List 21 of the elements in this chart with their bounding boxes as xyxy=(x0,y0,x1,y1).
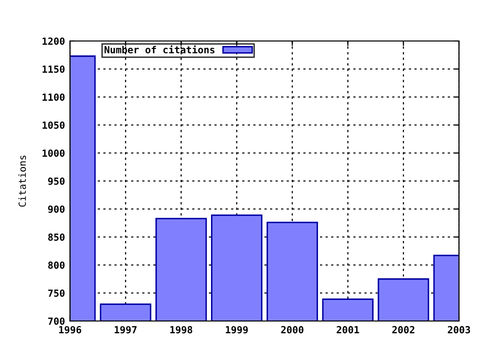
x-tick-label: 2003 xyxy=(448,326,470,334)
x-tick-label: 1998 xyxy=(170,326,192,334)
y-tick-label: 800 xyxy=(48,261,65,269)
legend-label: Number of citations xyxy=(104,45,214,54)
y-tick-label: 750 xyxy=(48,289,65,297)
x-tick-label: 2001 xyxy=(336,326,360,334)
y-tick-label: 1150 xyxy=(42,65,65,73)
y-tick-label: 850 xyxy=(48,233,65,241)
x-tick-label: 1997 xyxy=(114,326,137,334)
y-tick-label: 950 xyxy=(48,177,65,185)
y-tick-label: 900 xyxy=(48,205,65,213)
y-tick-label: 1100 xyxy=(42,93,65,101)
x-tick-label: 1999 xyxy=(226,326,248,334)
y-axis-title: Citations xyxy=(18,156,26,207)
y-tick-label: 1050 xyxy=(42,121,65,129)
y-tick-label: 700 xyxy=(48,317,65,325)
x-tick-label: 2000 xyxy=(281,326,304,334)
x-tick-label: 2002 xyxy=(392,326,414,334)
y-tick-label: 1200 xyxy=(42,37,65,45)
y-tick-label: 1000 xyxy=(42,149,65,157)
x-tick-label: 1996 xyxy=(59,326,82,334)
